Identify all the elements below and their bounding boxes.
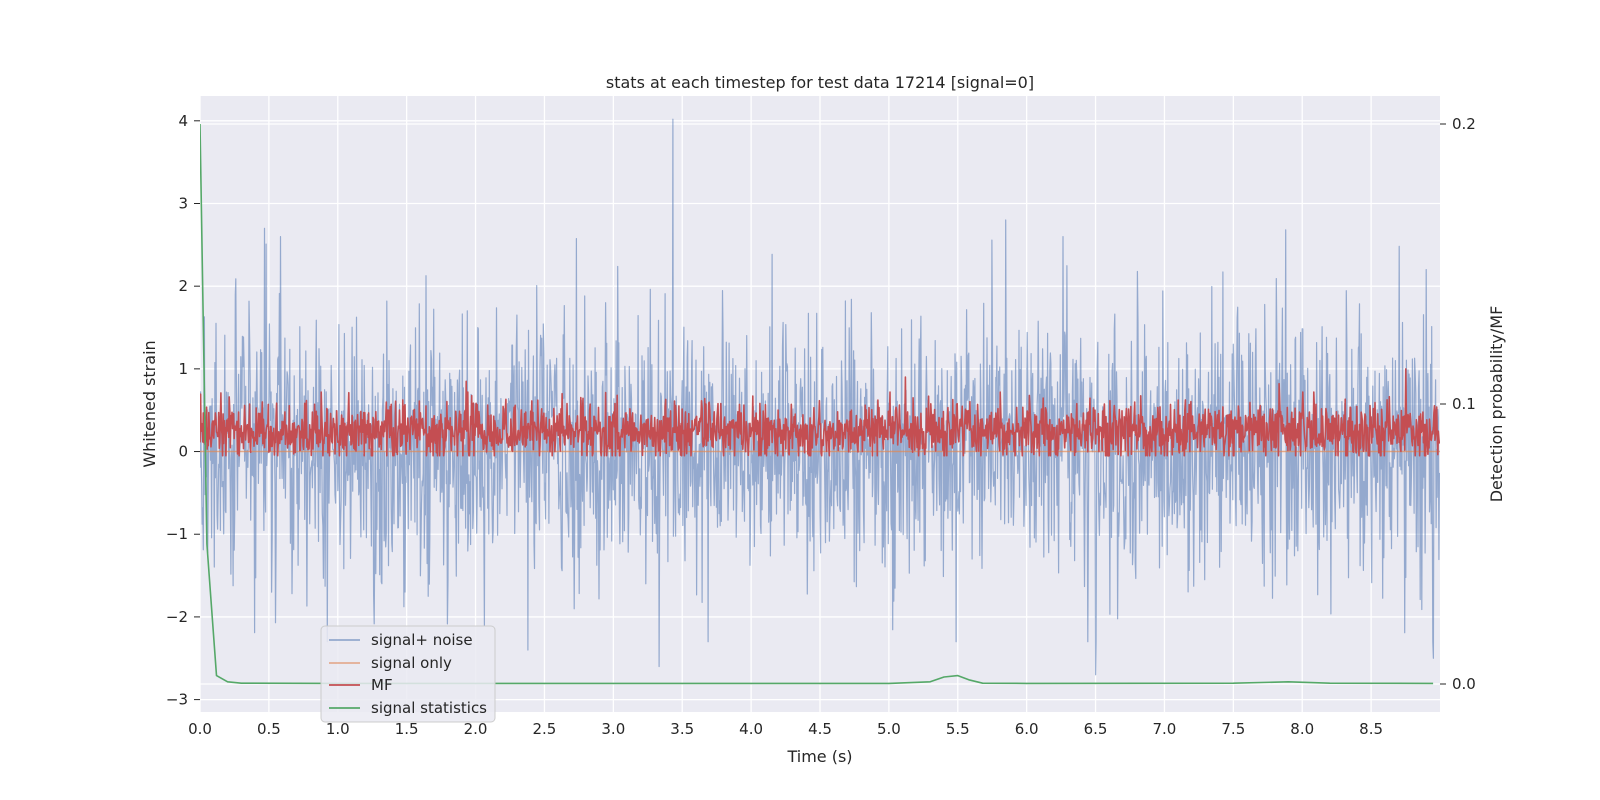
y-tick-label: 2 [178,277,188,295]
legend-label-signal-statistics: signal statistics [371,699,487,717]
x-tick-label: 1.0 [326,720,350,738]
chart-title: stats at each timestep for test data 172… [606,73,1034,92]
series-mf [200,368,1440,457]
x-tick-label: 7.5 [1221,720,1245,738]
y-tick-label: 1 [178,360,188,378]
y-axis-ticks: −3 −2 −1 0 1 2 3 4 [166,112,200,709]
x-tick-label: 0.0 [188,720,212,738]
y-axis-label: Whitened strain [140,340,159,467]
x-tick-label: 1.5 [395,720,419,738]
y-tick-label: 4 [178,112,188,130]
x-tick-label: 6.5 [1084,720,1108,738]
x-axis-ticks: 0.0 0.5 1.0 1.5 2.0 2.5 3.0 3.5 4.0 4.5 5.0 5.5 6.0 6… [188,720,1383,738]
legend-label-signal-noise: signal+ noise [371,631,473,649]
legend-label-signal-only: signal only [371,654,452,672]
x-tick-label: 4.0 [739,720,763,738]
y-tick-label: 3 [178,194,188,212]
y2-axis-label: Detection probability/MF [1487,306,1506,503]
y-tick-label: −1 [166,525,188,543]
y2-axis-ticks: 0.0 0.1 0.2 [1440,115,1476,693]
y2-tick-label: 0.0 [1452,675,1476,693]
y2-tick-label: 0.1 [1452,395,1476,413]
x-tick-label: 8.5 [1359,720,1383,738]
x-tick-label: 2.5 [533,720,557,738]
x-tick-label: 2.0 [464,720,488,738]
x-tick-label: 7.0 [1153,720,1177,738]
y-tick-label: −2 [166,608,188,626]
legend-label-mf: MF [371,676,393,694]
x-tick-label: 4.5 [808,720,832,738]
y-tick-label: 0 [178,443,188,461]
x-tick-label: 6.0 [1015,720,1039,738]
x-tick-label: 3.5 [670,720,694,738]
x-tick-label: 8.0 [1290,720,1314,738]
x-tick-label: 3.0 [601,720,625,738]
x-tick-label: 0.5 [257,720,281,738]
x-tick-label: 5.5 [946,720,970,738]
legend: signal+ noise signal only MF signal stat… [320,625,496,723]
y2-tick-label: 0.2 [1452,115,1476,133]
series-signal-statistics [200,123,1434,685]
x-tick-label: 5.0 [877,720,901,738]
legend-box [320,625,496,723]
x-axis-label: Time (s) [786,747,852,766]
y-tick-label: −3 [166,691,188,709]
series-layer [200,118,1440,685]
